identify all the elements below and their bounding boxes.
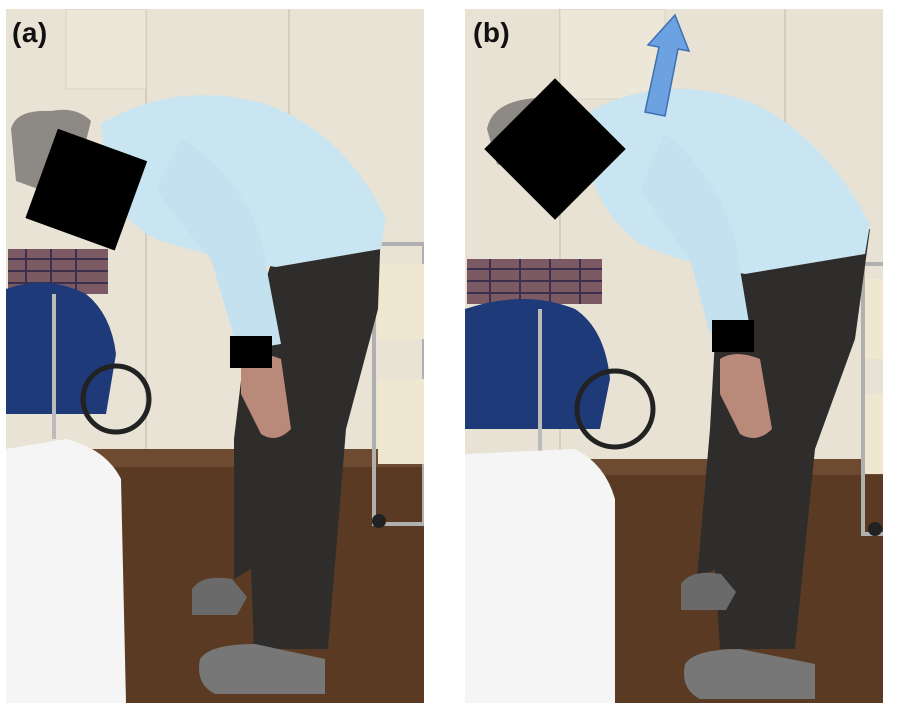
photo-panel-a: (a) (6, 9, 424, 703)
arrow-up-icon (644, 13, 691, 117)
face-redaction (25, 128, 148, 251)
bed (465, 449, 615, 703)
cart (861, 262, 883, 536)
panel-label: (a) (12, 17, 48, 48)
cart (372, 242, 424, 528)
bed (6, 439, 126, 703)
wrist-redaction (230, 336, 272, 368)
photo-panel-b: (b) (465, 9, 883, 703)
panel-label: (b) (473, 17, 511, 48)
photo-scene-a (6, 9, 424, 703)
wheelchair (465, 259, 656, 454)
photo-scene-b (465, 9, 883, 703)
wheelchair (6, 249, 152, 439)
divider (424, 0, 465, 705)
wrist-redaction (712, 320, 754, 352)
